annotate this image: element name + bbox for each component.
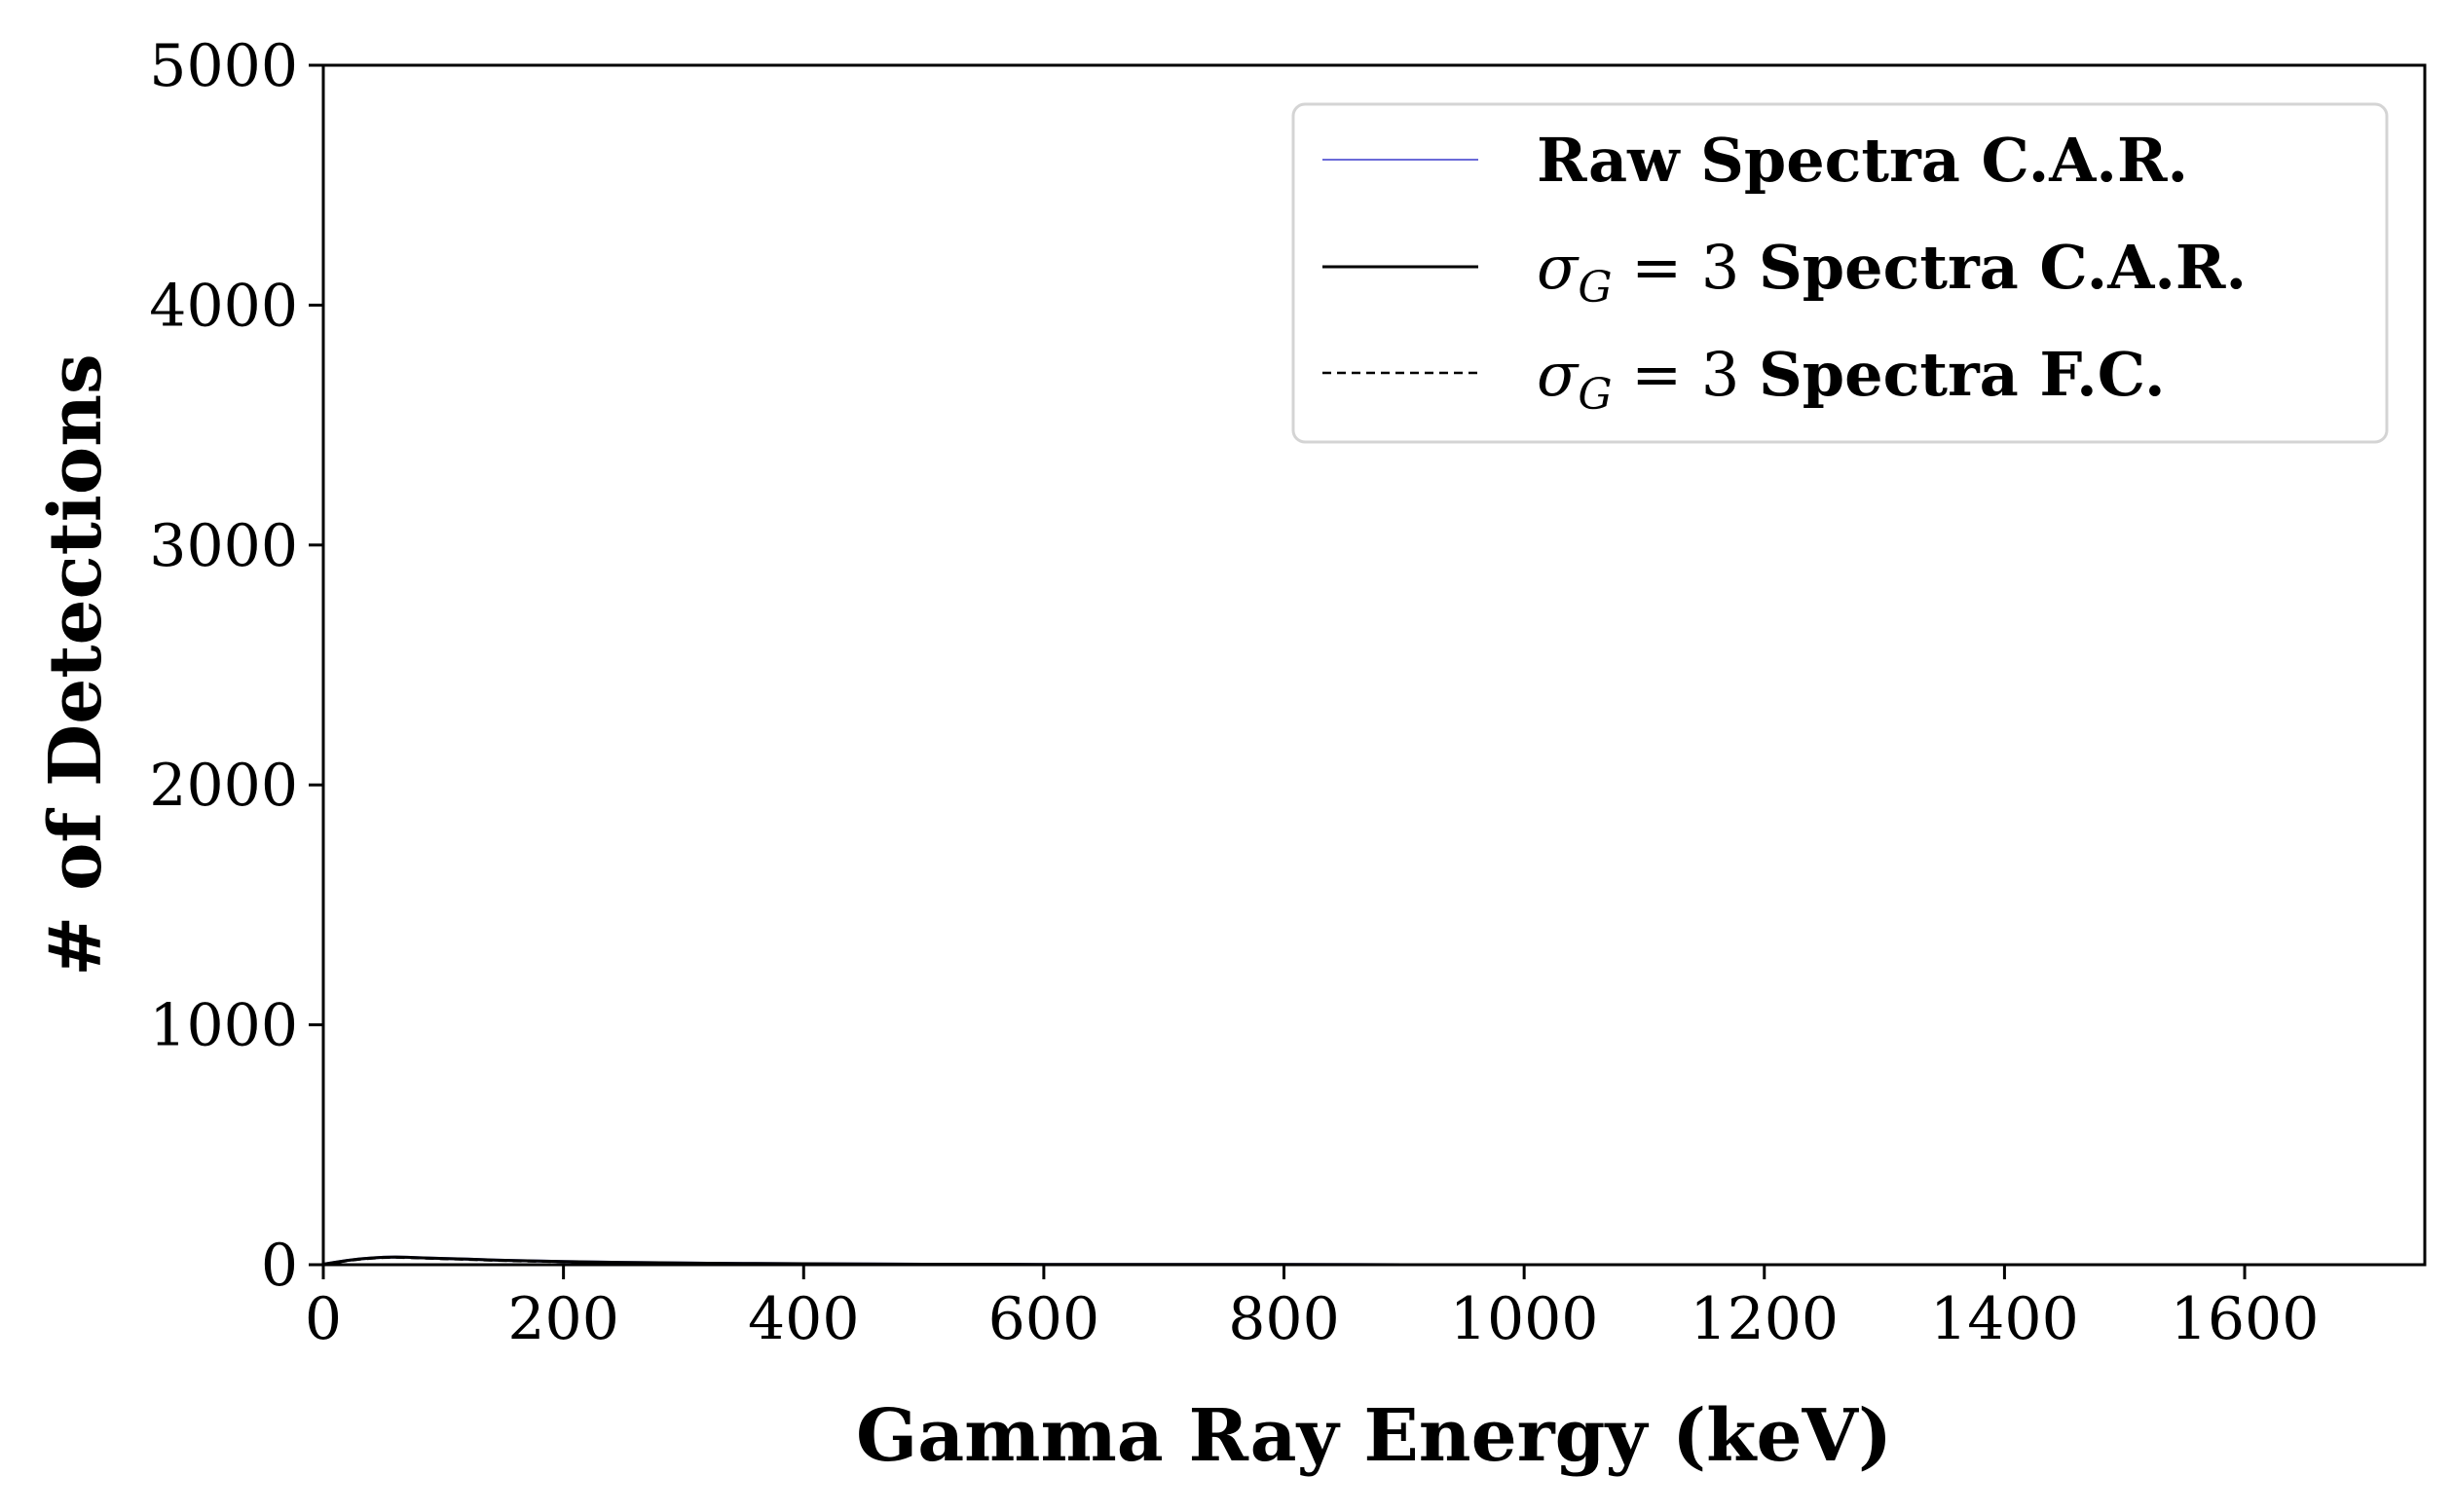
y-tick-label: 0 xyxy=(261,1232,298,1300)
x-axis: 0 200 400 600 800 1000 1200 1400 1600 xyxy=(305,1265,2319,1353)
y-tick-label: 4000 xyxy=(149,272,298,340)
legend-math-sigma-car: σ xyxy=(1537,232,1580,303)
legend-label-smoothed-car: σG = 3 Spectra C.A.R. xyxy=(1537,232,2247,313)
legend-math-sub-fc: G xyxy=(1578,370,1612,420)
x-tick-label: 1200 xyxy=(1690,1285,1839,1353)
y-axis-title: # of Detections xyxy=(34,353,118,976)
x-tick-label: 0 xyxy=(305,1285,342,1353)
plot-frame xyxy=(321,63,2427,1267)
legend-math-eq-fc: = 3 xyxy=(1612,339,1759,410)
y-tick-label: 3000 xyxy=(149,512,298,580)
legend-label-smoothed-fc: σG = 3 Spectra F.C. xyxy=(1537,339,2166,420)
y-tick-label: 5000 xyxy=(149,32,298,100)
legend-label-raw-car: Raw Spectra C.A.R. xyxy=(1537,125,2188,196)
legend-math-sub-car: G xyxy=(1578,263,1612,313)
legend-math-eq-car: = 3 xyxy=(1612,232,1759,303)
legend: Raw Spectra C.A.R. σG = 3 Spectra C.A.R.… xyxy=(1291,102,2389,444)
legend-text-car: Spectra C.A.R. xyxy=(1759,232,2247,303)
x-tick-label: 200 xyxy=(507,1285,619,1353)
legend-text-fc: Spectra F.C. xyxy=(1759,339,2166,410)
x-tick-label: 600 xyxy=(988,1285,1100,1353)
legend-math-sigma-fc: σ xyxy=(1537,339,1580,410)
x-tick-label: 400 xyxy=(748,1285,860,1353)
legend-box xyxy=(1291,102,2389,444)
x-tick-label: 800 xyxy=(1228,1285,1340,1353)
x-axis-title: Gamma Ray Energy (keV) xyxy=(856,1394,1892,1478)
x-tick-label: 1400 xyxy=(1930,1285,2079,1353)
x-tick-label: 1600 xyxy=(2171,1285,2320,1353)
y-tick-label: 2000 xyxy=(149,752,298,820)
x-tick-label: 1000 xyxy=(1450,1285,1599,1353)
y-tick-label: 1000 xyxy=(149,992,298,1060)
y-axis: 0 1000 2000 3000 4000 5000 xyxy=(149,32,323,1300)
